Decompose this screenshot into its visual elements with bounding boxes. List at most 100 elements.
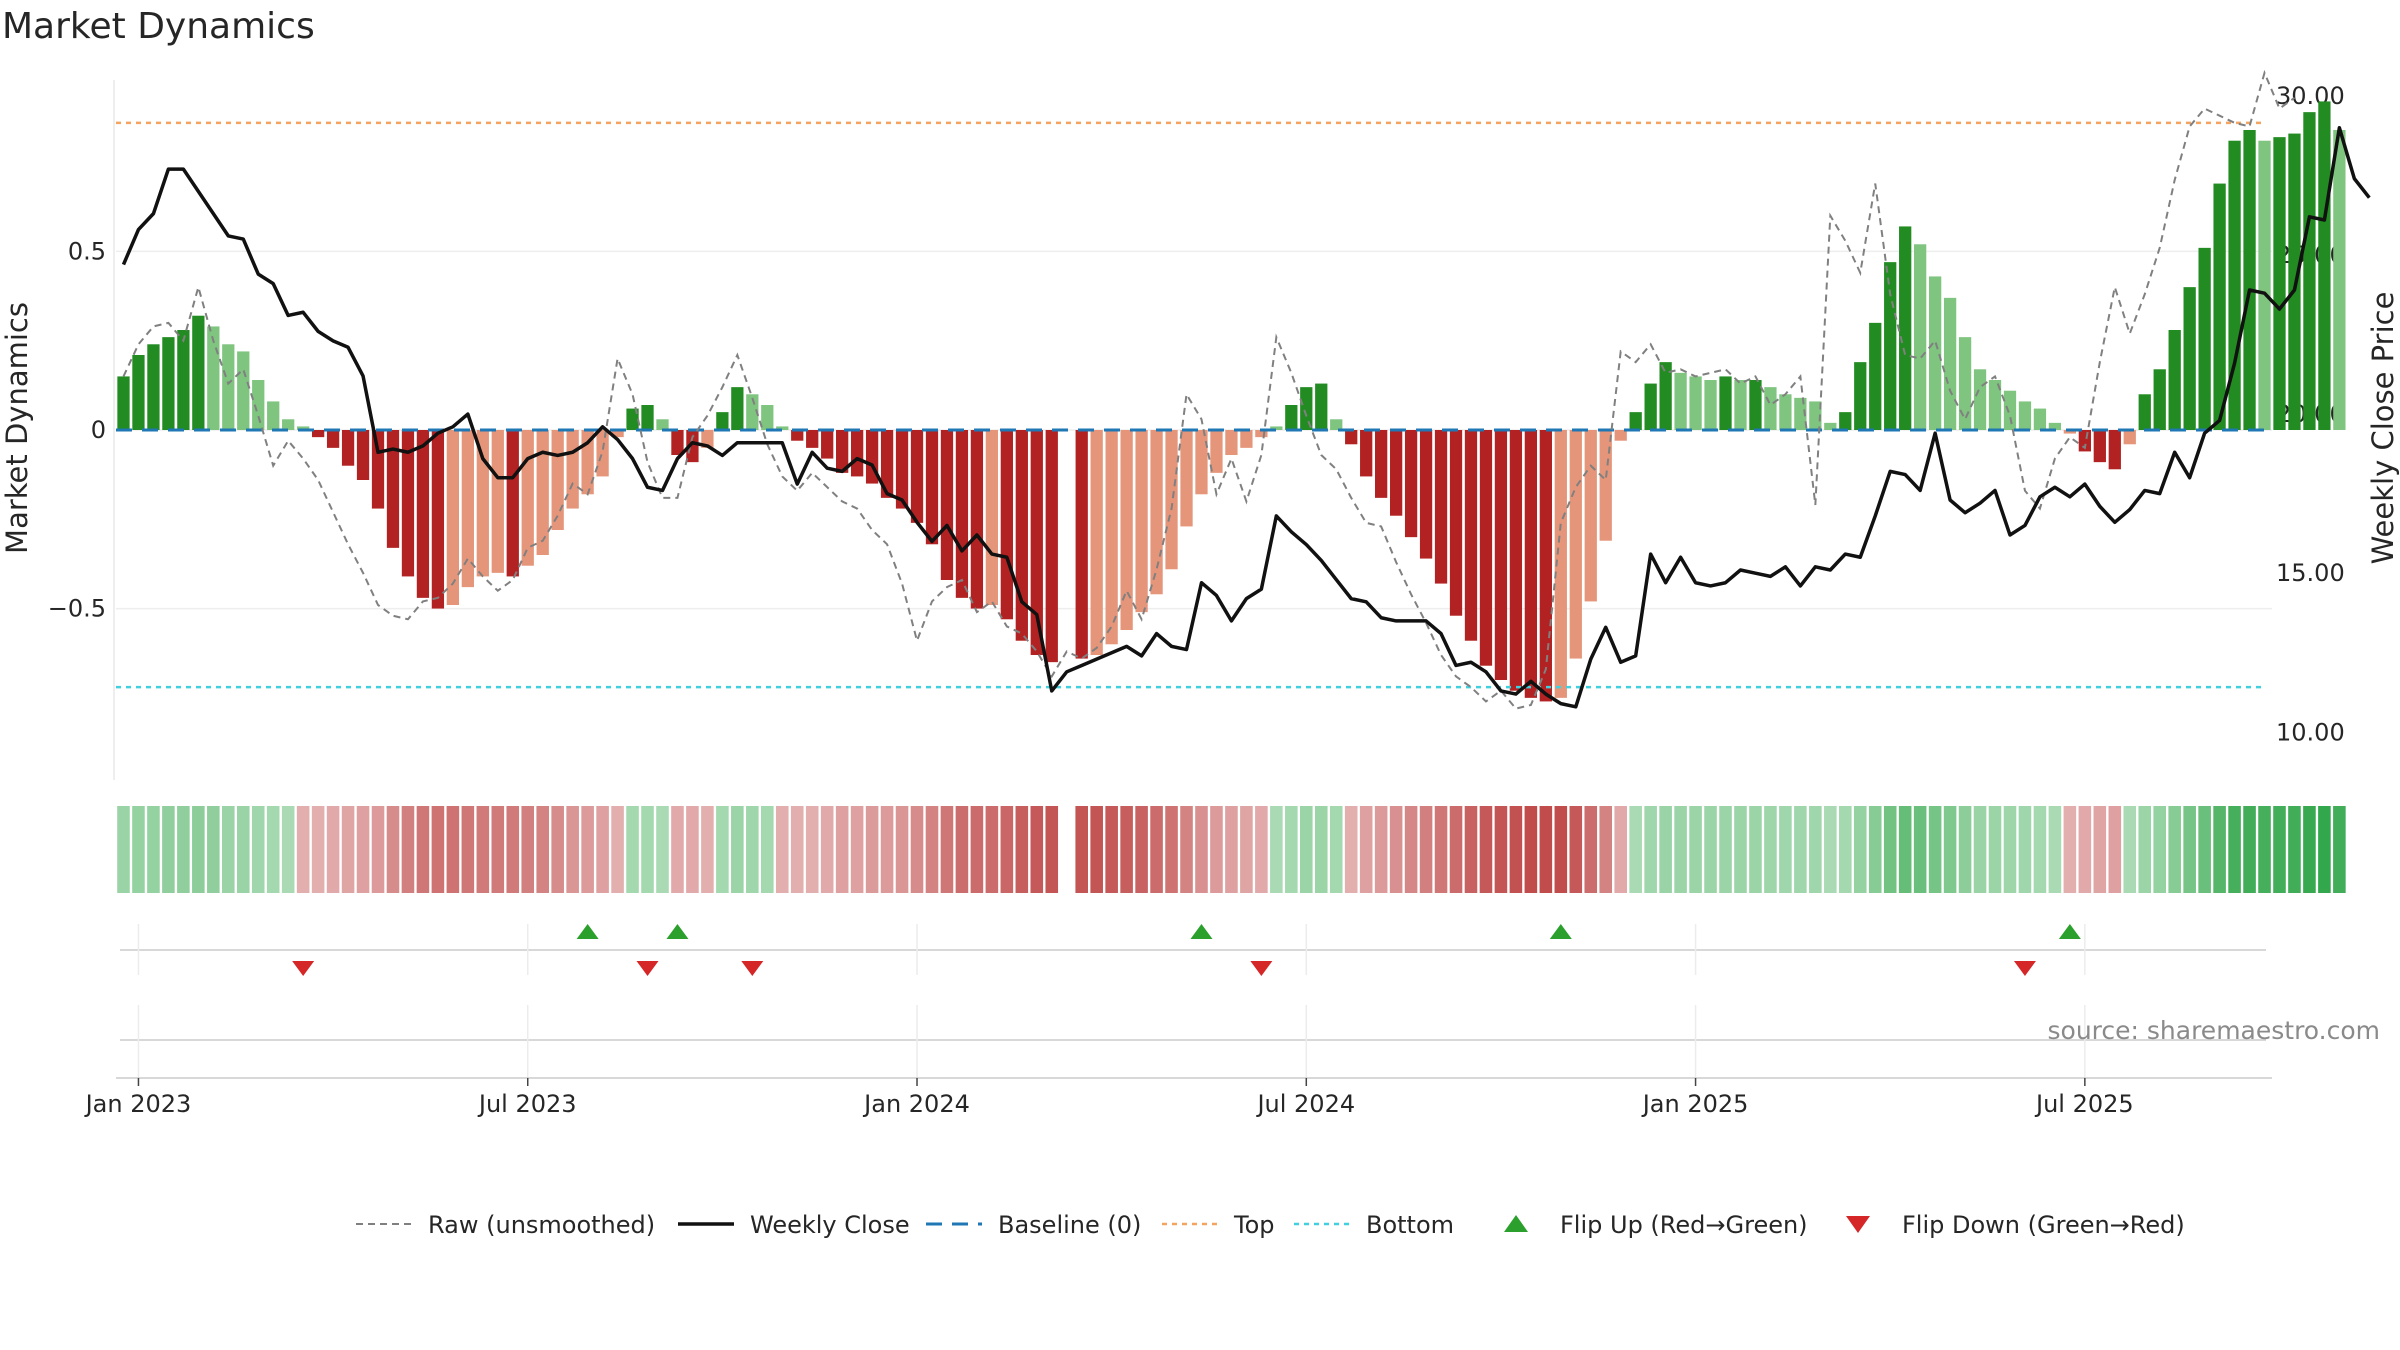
heat-strip-cell bbox=[266, 806, 280, 893]
heat-strip-cell bbox=[207, 806, 220, 893]
heat-strip-cell bbox=[686, 806, 699, 893]
dynamics-bar bbox=[2213, 183, 2226, 430]
flip-up-marker bbox=[666, 924, 689, 939]
dynamics-bar bbox=[282, 419, 295, 430]
heat-strip-cell bbox=[1629, 806, 1642, 893]
heat-strip-cell bbox=[850, 806, 864, 893]
dynamics-bar bbox=[2183, 287, 2196, 430]
heat-strip-cell bbox=[1045, 806, 1059, 893]
dynamics-bar bbox=[326, 430, 340, 448]
heat-strip-cell bbox=[1434, 806, 1448, 893]
dynamics-bar bbox=[2303, 112, 2316, 431]
heat-strip-cell bbox=[192, 806, 205, 893]
dynamics-bar bbox=[267, 401, 280, 430]
heat-strip-cell bbox=[386, 806, 400, 893]
dynamics-bar bbox=[1150, 430, 1163, 595]
dynamics-bar bbox=[656, 419, 669, 430]
dynamics-bar bbox=[1464, 430, 1478, 641]
dynamics-bar bbox=[1285, 405, 1298, 430]
heat-strip-cell bbox=[1539, 806, 1553, 893]
legend-label: Flip Down (Green→Red) bbox=[1902, 1211, 2185, 1239]
heat-strip-cell bbox=[1000, 806, 1014, 893]
dynamics-bar bbox=[880, 430, 894, 498]
dynamics-bar bbox=[1794, 397, 1807, 430]
y-left-tick-label: 0 bbox=[91, 416, 106, 444]
x-tick-label: Jul 2024 bbox=[1255, 1090, 1355, 1118]
dynamics-bar bbox=[2198, 247, 2211, 430]
heat-strip-cell bbox=[1913, 806, 1927, 893]
heat-strip-cell bbox=[311, 806, 325, 893]
heat-strip-cell bbox=[895, 806, 909, 893]
heat-strip-cell bbox=[1883, 806, 1897, 893]
dynamics-bar bbox=[611, 430, 624, 438]
dynamics-bar bbox=[1225, 430, 1238, 455]
dynamics-bar bbox=[536, 430, 549, 555]
heat-strip-cell bbox=[251, 806, 265, 893]
heat-strip-cell bbox=[536, 806, 549, 893]
heat-strip-cell bbox=[177, 806, 190, 893]
heat-strip-cell bbox=[1719, 806, 1732, 893]
dynamics-bar bbox=[1090, 430, 1103, 655]
dynamics-bar bbox=[1719, 376, 1732, 430]
heat-strip-cell bbox=[446, 806, 460, 893]
dynamics-bar bbox=[701, 430, 714, 448]
lower-panel bbox=[120, 1005, 2266, 1078]
dynamics-bar bbox=[1988, 380, 2002, 430]
flip-up-marker bbox=[1190, 924, 1213, 939]
heat-strip-panel bbox=[117, 806, 2346, 893]
heat-strip-cell bbox=[2093, 806, 2107, 893]
heat-strip-cell bbox=[1180, 806, 1193, 893]
dynamics-bar bbox=[1569, 430, 1582, 659]
heat-strip-cell bbox=[132, 806, 145, 893]
heat-strip-cell bbox=[1479, 806, 1493, 893]
heat-strip-cell bbox=[566, 806, 579, 893]
dynamics-bar bbox=[1509, 430, 1523, 691]
heat-strip-cell bbox=[491, 806, 505, 893]
dynamics-bar bbox=[1809, 401, 1822, 430]
dynamics-bar bbox=[1255, 430, 1268, 438]
heat-strip-cell bbox=[1599, 806, 1613, 893]
dynamics-bar bbox=[776, 426, 789, 430]
heat-strip-cell bbox=[1344, 806, 1358, 893]
heat-strip-cell bbox=[117, 806, 130, 893]
dynamics-bar bbox=[1015, 430, 1028, 641]
dynamics-bar bbox=[2138, 394, 2151, 430]
heat-strip-cell bbox=[701, 806, 714, 893]
heat-strip-cell bbox=[2273, 806, 2286, 893]
heat-strip-cell bbox=[476, 806, 490, 893]
heat-strip-cell bbox=[281, 806, 295, 893]
legend: Raw (unsmoothed) Weekly Close Baseline (0)… bbox=[356, 1211, 2185, 1239]
flip-down-marker bbox=[2013, 961, 2036, 976]
dynamics-bar bbox=[1075, 430, 1088, 659]
heat-strip-cell bbox=[1165, 806, 1178, 893]
heat-strip-cell bbox=[2213, 806, 2226, 893]
heat-strip-cell bbox=[1898, 806, 1912, 893]
heat-strip-cell bbox=[1943, 806, 1957, 893]
heat-strip-cell bbox=[326, 806, 340, 893]
heat-strip-cell bbox=[1015, 806, 1029, 893]
heat-strip-cell bbox=[1464, 806, 1478, 893]
heat-strip-cell bbox=[1824, 806, 1837, 893]
dynamics-bar bbox=[2018, 401, 2032, 430]
heat-strip-cell bbox=[1240, 806, 1253, 893]
dynamics-bar bbox=[1734, 380, 1747, 430]
dynamics-bar bbox=[686, 430, 699, 463]
heat-strip-cell bbox=[820, 806, 834, 893]
heat-strip-cell bbox=[1105, 806, 1118, 893]
dynamics-bar bbox=[1300, 387, 1313, 430]
heat-strip-cell bbox=[1314, 806, 1328, 893]
dynamics-bar bbox=[401, 430, 415, 577]
heat-strip-cell bbox=[461, 806, 475, 893]
dynamics-bar bbox=[836, 430, 849, 473]
dynamics-bar bbox=[1764, 387, 1777, 430]
weekly-close-line bbox=[121, 125, 2371, 709]
dynamics-bar bbox=[1899, 226, 1912, 430]
dynamics-bar bbox=[117, 376, 130, 430]
dynamics-bar bbox=[1000, 430, 1013, 620]
heat-strip-cell bbox=[2168, 806, 2181, 893]
dynamics-bar bbox=[970, 430, 984, 609]
y-right-tick-label: 15.00 bbox=[2276, 559, 2345, 587]
dynamics-bar bbox=[147, 344, 160, 430]
